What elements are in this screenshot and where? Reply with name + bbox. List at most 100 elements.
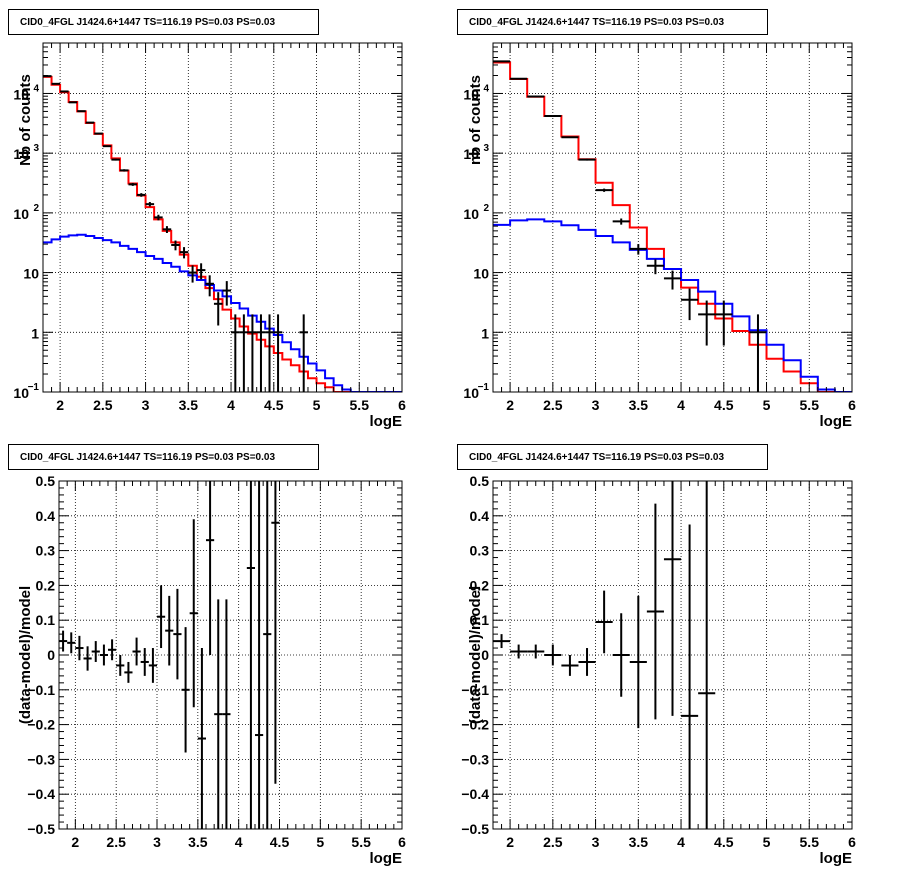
x-tick-label: 3.5 — [179, 397, 199, 413]
y-axis: −0.5 −0.4 −0.3 −0.2 −0.1 0 0.1 0.2 0.3 0.4 0.5 (dat… — [17, 473, 402, 837]
chart-title-box: CID0_4FGL J1424.6+1447 TS=116.19 PS=0.03… — [8, 444, 319, 470]
y-tick-base: 10 — [13, 146, 29, 162]
x-tick-label: 2 — [56, 397, 64, 413]
y-tick-exponent: 3 — [483, 143, 489, 154]
chart-panel-4: 2 2.5 3 3.5 4 4.5 5 5.5 6logE−0.5−0.4−0.3−0.2−0.… — [457, 444, 856, 867]
plot-area — [493, 60, 852, 392]
data-point — [646, 259, 664, 275]
data-point — [157, 585, 166, 649]
data-point — [263, 481, 272, 829]
y-tick-label: 0.2 — [36, 577, 56, 593]
data-point — [698, 481, 716, 829]
y-tick-label: 10 — [473, 266, 489, 282]
data-point — [527, 95, 545, 98]
x-tick-label: 2 — [506, 397, 514, 413]
x-tick-label: 4.5 — [270, 834, 290, 850]
y-tick-label: 0.1 — [470, 612, 490, 628]
y-tick-base: 10 — [463, 86, 479, 102]
data-point — [67, 632, 76, 654]
data-point — [629, 595, 647, 729]
chart-title-box: CID0_4FGL J1424.6+1447 TS=116.19 PS=0.03… — [457, 444, 768, 470]
data-point — [527, 644, 545, 659]
data-point — [612, 613, 630, 697]
model-source-histogram — [43, 233, 402, 392]
x-tick-label: 2 — [71, 834, 79, 850]
x-axis-title: logE — [370, 413, 403, 430]
y-tick-label: 0.3 — [36, 543, 56, 559]
y-tick-label: 10−1 — [13, 382, 39, 401]
x-tick-label: 5 — [763, 397, 771, 413]
chart-title-box: CID0_4FGL J1424.6+1447 TS=116.19 PS=0.03… — [457, 9, 768, 35]
y-tick-label: 0.5 — [470, 473, 490, 489]
data-point — [561, 655, 579, 676]
y-tick-label: 10 2 — [463, 203, 489, 222]
data-point — [561, 136, 579, 139]
y-tick-base: 10 — [23, 266, 39, 282]
y-tick-exponent: −1 — [478, 382, 490, 393]
y-tick-label: 0.1 — [36, 612, 56, 628]
data-point — [255, 481, 264, 829]
plot-frame — [492, 42, 853, 393]
y-tick-base: 10 — [13, 385, 29, 401]
y-axis: −0.5 −0.4 −0.3 −0.2 −0.1 0 0.1 0.2 0.3 0.4 0.5 (dat… — [461, 473, 852, 837]
y-axis-title: Nb of counts — [17, 74, 34, 166]
data-point — [189, 519, 198, 708]
data-point — [239, 314, 249, 392]
x-tick-label: 4 — [227, 397, 235, 413]
data-point — [148, 648, 157, 683]
data-point — [124, 661, 133, 683]
x-tick-label: 3 — [592, 397, 600, 413]
data-point — [119, 169, 129, 172]
y-tick-base: 10 — [463, 206, 479, 222]
x-tick-label: 3 — [592, 834, 600, 850]
y-axis-title: (data-model)/model — [17, 586, 34, 724]
model-total-histogram — [43, 75, 402, 392]
data-point — [248, 314, 257, 392]
data-point — [128, 182, 138, 186]
data-point — [698, 300, 716, 346]
y-tick-label: −0.5 — [27, 821, 55, 837]
x-tick-label: 5 — [763, 834, 771, 850]
data-point — [102, 145, 112, 148]
y-tick-exponent: 3 — [33, 143, 39, 154]
chart-title-box: CID0_4FGL J1424.6+1447 TS=116.19 PS=0.03… — [8, 9, 319, 35]
y-tick-label: 10 4 — [463, 83, 489, 102]
data-point — [629, 244, 647, 255]
x-tick-label: 6 — [848, 397, 856, 413]
data-point — [510, 644, 528, 659]
y-tick-exponent: 2 — [483, 203, 489, 214]
data-point — [715, 300, 733, 346]
x-tick-label: 3.5 — [629, 834, 649, 850]
chart-title: CID0_4FGL J1424.6+1447 TS=116.19 PS=0.03… — [20, 452, 275, 463]
x-tick-label: 4.5 — [264, 397, 284, 413]
data-point — [91, 641, 100, 662]
data-point — [205, 275, 214, 297]
x-axis-title: logE — [820, 413, 853, 430]
y-tick-label: 10 3 — [463, 143, 489, 162]
data-point — [85, 121, 95, 124]
x-tick-label: 5 — [313, 397, 321, 413]
y-tick-base: 1 — [481, 325, 489, 341]
data-point — [173, 588, 182, 680]
x-tick-label: 6 — [398, 397, 406, 413]
data-point — [271, 481, 280, 784]
data-point — [154, 214, 163, 221]
data-point — [222, 281, 232, 306]
x-tick-label: 5.5 — [800, 834, 820, 850]
chart-title: CID0_4FGL J1424.6+1447 TS=116.19 PS=0.03… — [469, 17, 724, 28]
x-tick-label: 2 — [506, 834, 514, 850]
x-tick-label: 5.5 — [350, 397, 370, 413]
x-tick-label: 3.5 — [629, 397, 649, 413]
x-tick-label: 3 — [142, 397, 150, 413]
data-point — [646, 503, 664, 720]
x-tick-label: 3.5 — [188, 834, 208, 850]
y-tick-label: 0.2 — [470, 577, 490, 593]
y-tick-label: 10 3 — [13, 143, 39, 162]
y-tick-base: 10 — [473, 266, 489, 282]
data-point — [663, 270, 682, 290]
data-point — [578, 648, 596, 676]
data-point — [75, 635, 84, 661]
